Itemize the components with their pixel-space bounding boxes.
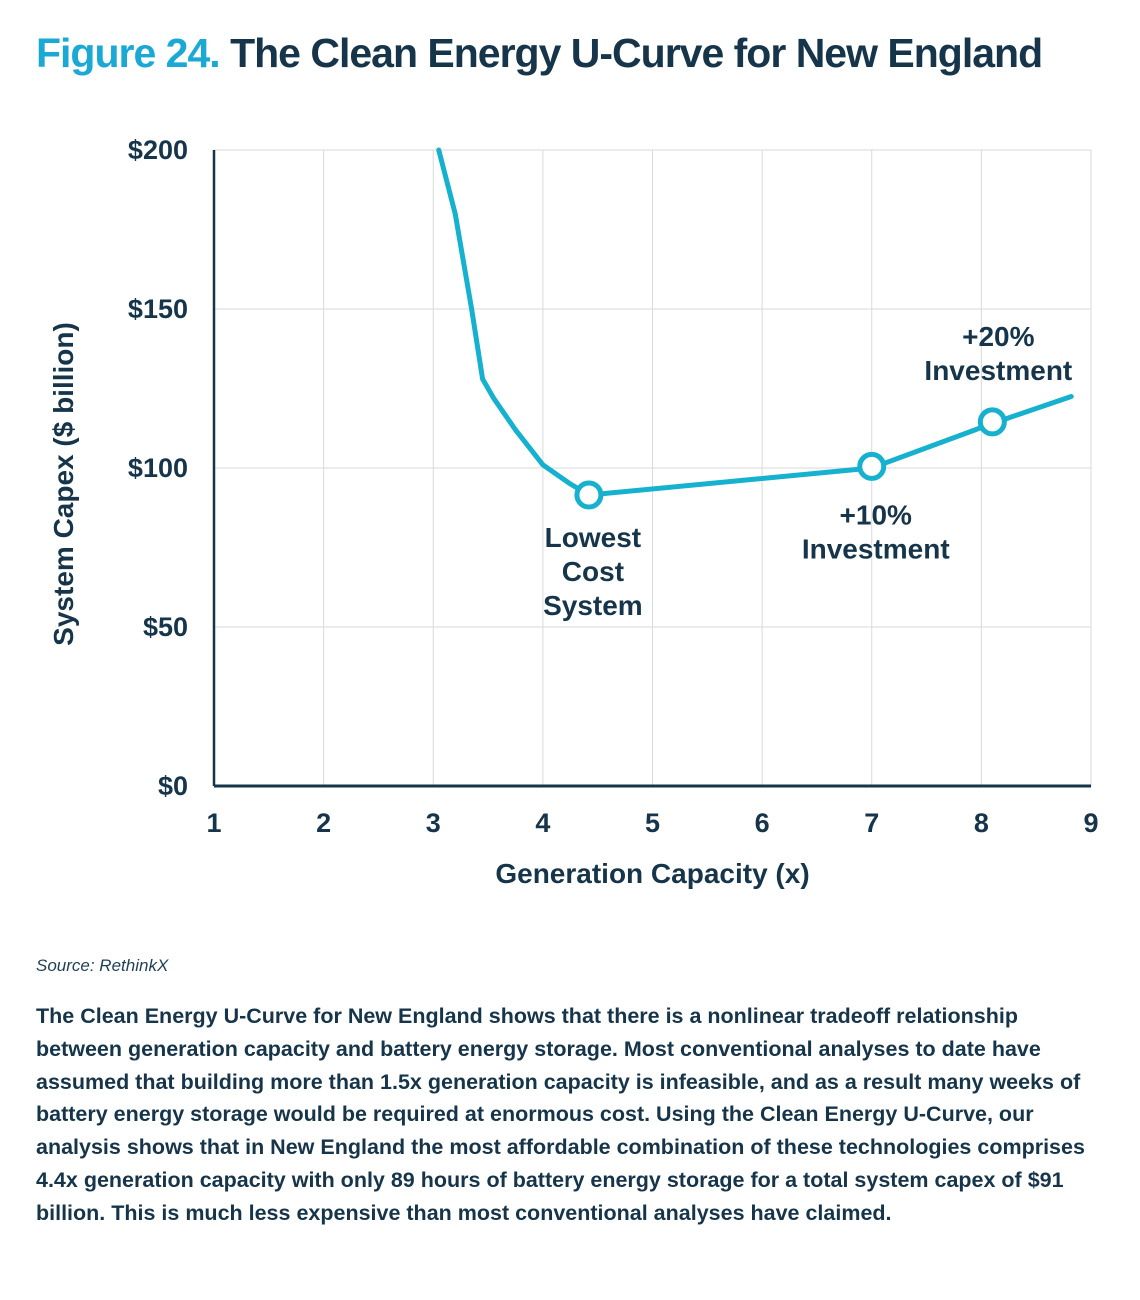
figure-number: Figure 24. bbox=[36, 30, 221, 76]
y-axis-title: System Capex ($ billion) bbox=[48, 322, 79, 646]
figure-title-text: The Clean Energy U-Curve for New England bbox=[230, 30, 1043, 76]
source-note: Source: RethinkX bbox=[36, 956, 169, 975]
x-tick-label: 5 bbox=[645, 808, 660, 838]
x-tick-label: 7 bbox=[864, 808, 879, 838]
x-tick-label: 6 bbox=[755, 808, 770, 838]
caption-paragraph: The Clean Energy U-Curve for New England… bbox=[36, 1004, 1085, 1225]
annotation-label: System bbox=[543, 590, 643, 621]
annotation-label: Cost bbox=[562, 556, 624, 587]
x-tick-label: 3 bbox=[426, 808, 441, 838]
x-tick-label: 8 bbox=[974, 808, 989, 838]
y-tick-label: $200 bbox=[128, 135, 188, 165]
y-tick-label: $100 bbox=[128, 453, 188, 483]
y-tick-label: $50 bbox=[143, 612, 188, 642]
annotation-label: Lowest bbox=[545, 522, 641, 553]
figure-title: Figure 24. The Clean Energy U-Curve for … bbox=[36, 30, 1043, 77]
x-tick-label: 2 bbox=[316, 808, 331, 838]
y-tick-label: $150 bbox=[128, 294, 188, 324]
u-curve-chart: $0 $50 $100 $150 $200 1 2 3 4 5 6 7 8 9 Generation Cap… bbox=[48, 135, 1099, 889]
x-tick-label: 1 bbox=[206, 808, 221, 838]
annotation-label: Investment bbox=[802, 533, 950, 564]
highlight-marker bbox=[574, 480, 604, 510]
highlight-marker bbox=[857, 451, 887, 481]
x-tick-label: 4 bbox=[535, 808, 550, 838]
y-tick-label: $0 bbox=[158, 771, 188, 801]
x-axis-title: Generation Capacity (x) bbox=[495, 858, 809, 889]
highlight-marker bbox=[977, 407, 1007, 437]
x-tick-label: 9 bbox=[1083, 808, 1098, 838]
annotation-label: +20% bbox=[962, 321, 1034, 352]
annotation-label: Investment bbox=[924, 355, 1072, 386]
annotation-label: +10% bbox=[840, 499, 912, 530]
capex-curve-line bbox=[436, 147, 1074, 498]
